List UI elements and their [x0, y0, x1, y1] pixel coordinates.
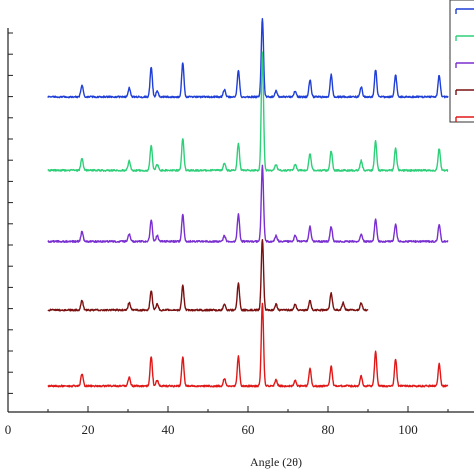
series-layer [47, 17, 449, 388]
x-tick-label: 0 [5, 422, 12, 437]
series-line-2 [47, 51, 449, 172]
x-tick-label: 20 [82, 422, 95, 437]
x-axis-title: Angle (2θ) [250, 455, 302, 469]
x-tick-label: 40 [162, 422, 175, 437]
axes-layer: 0 20 40 60 80 100 [5, 28, 474, 437]
x-tick-label: 100 [398, 422, 418, 437]
x-tick-label: 60 [242, 422, 255, 437]
series-line-5 [47, 302, 449, 388]
x-tick-label: 80 [322, 422, 335, 437]
series-line-4 [47, 238, 369, 312]
series-line-3 [47, 164, 449, 244]
series-line-1 [47, 17, 449, 99]
legend [449, 0, 474, 123]
legend-box [449, 0, 474, 123]
